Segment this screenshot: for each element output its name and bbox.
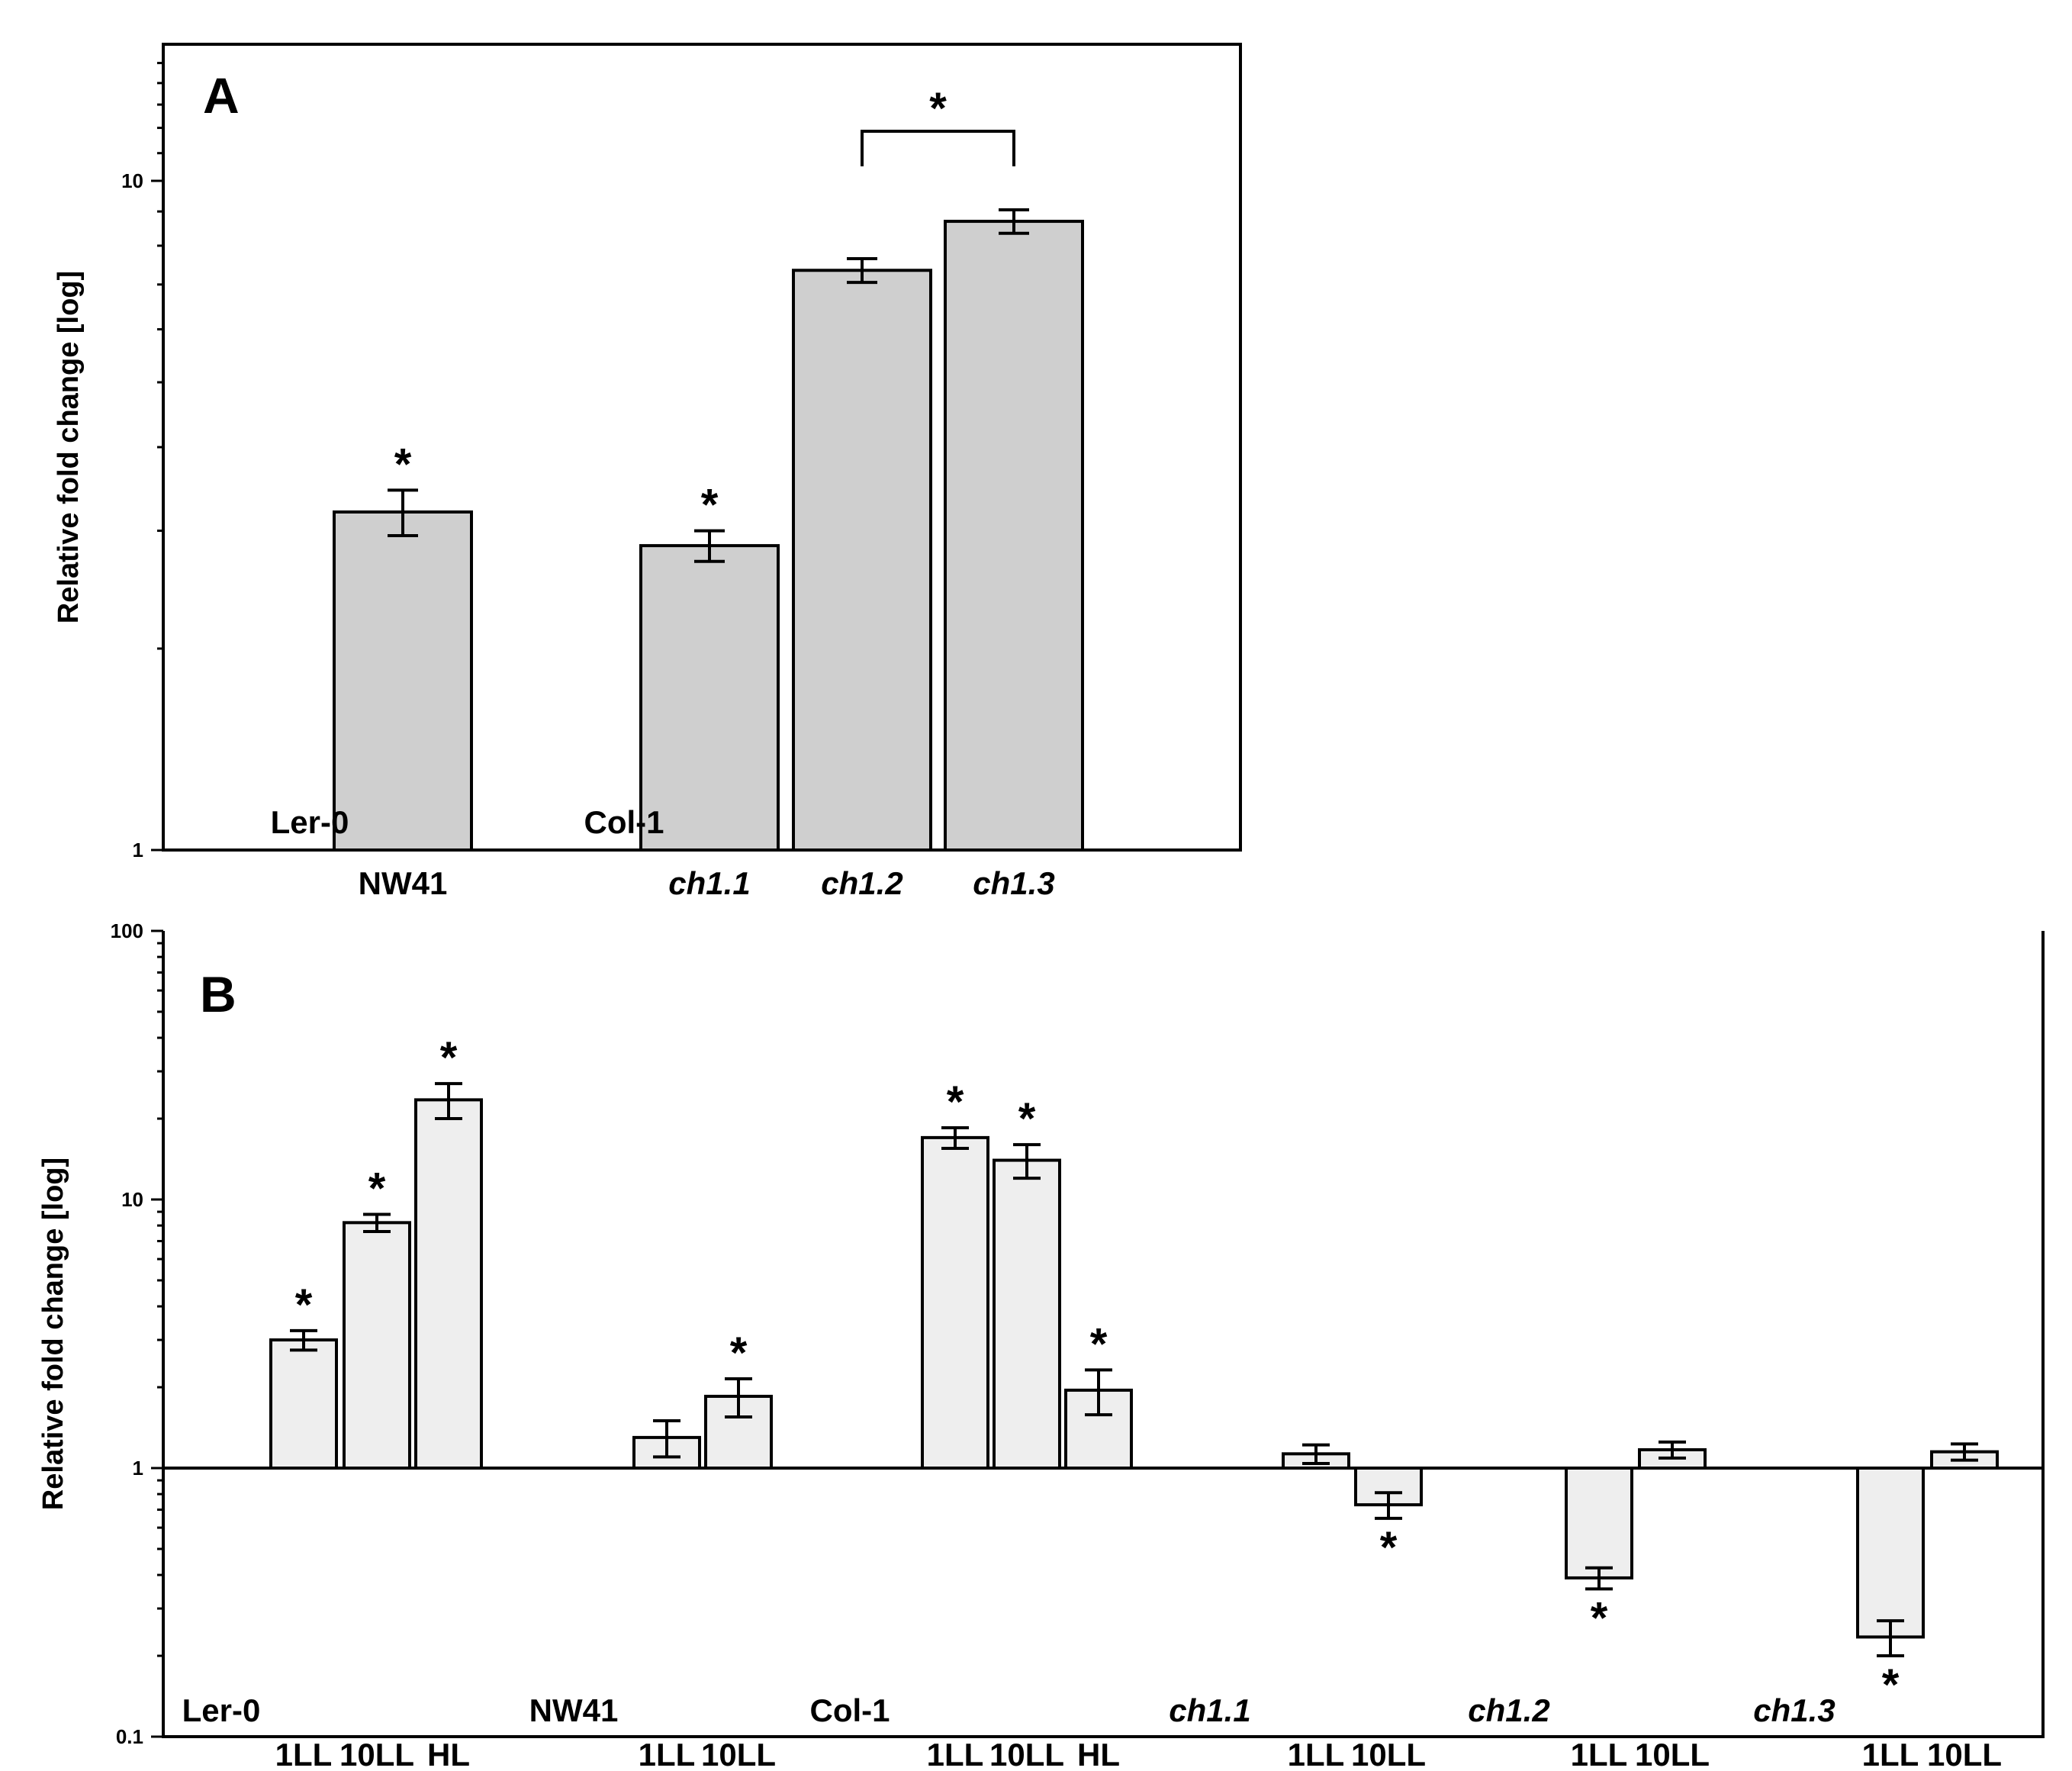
y-tick-label: 0.1 <box>116 1725 143 1748</box>
group-label: ch1.2 <box>1468 1692 1549 1728</box>
bar <box>343 1221 411 1470</box>
significance-marker: * <box>1090 1319 1108 1369</box>
group-label: Col-1 <box>810 1692 890 1728</box>
group-label: Ler-0 <box>182 1692 261 1728</box>
group-label: ch1.3 <box>1753 1692 1835 1728</box>
x-tick-label: 1LL <box>1862 1737 1919 1767</box>
x-tick-label: 1LL <box>275 1737 333 1767</box>
x-tick-label: 1LL <box>1288 1737 1345 1767</box>
plot-frame <box>162 931 2045 1738</box>
x-tick-label: 10LL <box>1927 1737 2002 1767</box>
x-tick-label: ch1.3 <box>973 865 1054 901</box>
panel-label: B <box>200 966 236 1022</box>
significance-marker: * <box>1380 1523 1398 1573</box>
y-tick-label: 10 <box>121 1188 143 1211</box>
significance-marker: * <box>440 1033 458 1083</box>
panel-label: A <box>203 67 240 124</box>
bar <box>333 510 473 852</box>
x-tick-label: 10LL <box>989 1737 1064 1767</box>
x-tick-label: 1LL <box>927 1737 984 1767</box>
x-tick-label: 10LL <box>701 1737 776 1767</box>
y-tick-label: 1 <box>133 839 143 861</box>
inner-group-label: Col-1 <box>584 804 664 840</box>
significance-marker: * <box>295 1280 313 1330</box>
y-tick-label: 10 <box>121 169 143 192</box>
significance-marker: * <box>1591 1593 1608 1643</box>
bar <box>269 1338 338 1470</box>
x-tick-label: ch1.2 <box>821 865 902 901</box>
x-tick-label: HL <box>427 1737 470 1767</box>
x-tick-label: 10LL <box>339 1737 414 1767</box>
y-tick-label: 100 <box>111 919 143 942</box>
bar <box>1856 1467 1925 1639</box>
panel-a: 1 10 Relative fold change [log] A * * * Ler-0 Co… <box>53 43 1242 901</box>
significance-marker: * <box>394 440 412 489</box>
significance-marker: * <box>947 1077 964 1127</box>
significance-marker: * <box>701 481 719 530</box>
bar <box>792 269 932 852</box>
bar <box>944 220 1084 852</box>
x-tick-label: 10LL <box>1351 1737 1426 1767</box>
x-tick-label: HL <box>1077 1737 1120 1767</box>
bar <box>993 1158 1061 1470</box>
comparison-significance: * <box>929 84 947 134</box>
x-tick-label: 10LL <box>1635 1737 1710 1767</box>
group-label: NW41 <box>529 1692 619 1728</box>
inner-group-label: Ler-0 <box>271 804 349 840</box>
bar <box>1565 1467 1633 1579</box>
bar <box>921 1135 989 1470</box>
comparison-bracket <box>861 130 1015 166</box>
bar <box>639 544 780 852</box>
panel-b: 0.1 1 10 100 Relative fold change [log] B * 1LL… <box>37 919 2045 1771</box>
x-tick-label: ch1.1 <box>668 865 750 901</box>
y-axis-title: Relative fold change [log] <box>37 1158 69 1510</box>
y-axis-title: Relative fold change [log] <box>53 271 85 623</box>
x-tick-label: NW41 <box>359 865 448 901</box>
significance-marker: * <box>368 1164 386 1214</box>
significance-marker: * <box>730 1328 748 1378</box>
x-tick-label: 1LL <box>1571 1737 1628 1767</box>
x-tick-label: 1LL <box>639 1737 696 1767</box>
bar <box>414 1098 483 1470</box>
bar <box>704 1394 773 1470</box>
significance-marker: * <box>1018 1094 1036 1144</box>
y-tick-label: 1 <box>133 1457 143 1480</box>
significance-marker: * <box>1882 1660 1900 1710</box>
group-label: ch1.1 <box>1169 1692 1250 1728</box>
